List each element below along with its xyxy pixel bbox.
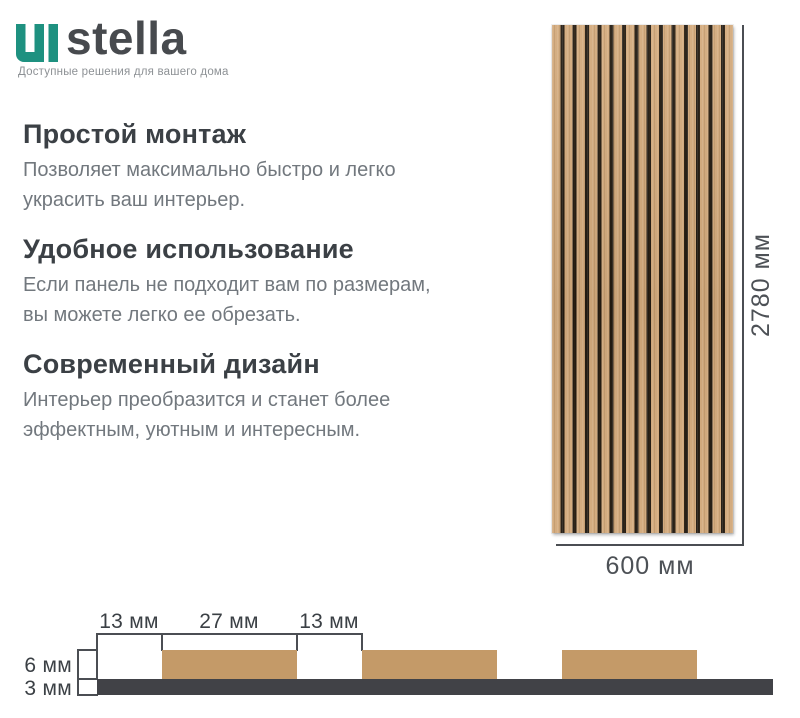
brand-name: stella bbox=[66, 12, 187, 64]
panel-height-label: 2780 мм bbox=[747, 233, 775, 338]
cross-section-gap-width-label: 13 мм bbox=[99, 610, 159, 633]
height-dimension-line bbox=[742, 25, 744, 546]
feature-description: Интерьер преобразится и станет более эфф… bbox=[23, 389, 391, 441]
thickness-bracket-line bbox=[77, 649, 79, 696]
cross-section-slat bbox=[562, 650, 697, 679]
cross-section-slat-width-label: 27 мм bbox=[199, 610, 259, 633]
feature-title: Удобное использование bbox=[23, 234, 354, 264]
cross-section-base-strip bbox=[97, 679, 773, 695]
thickness-bracket-tick bbox=[77, 694, 98, 696]
cross-section-slat bbox=[362, 650, 497, 679]
stella-logo-icon bbox=[16, 24, 60, 62]
feature-description: Если панель не подходит вам по размерам,… bbox=[23, 274, 431, 326]
cross-section-dimension-line bbox=[96, 633, 363, 635]
dimension-tick bbox=[161, 633, 163, 651]
thickness-bracket-tick bbox=[77, 678, 98, 680]
feature-block-usage: Удобное использование Если панель не под… bbox=[23, 233, 463, 330]
feature-description: Позволяет максимально быстро и легко укр… bbox=[23, 159, 396, 211]
slat-thickness-label: 6 мм bbox=[24, 654, 72, 677]
feature-title: Простой монтаж bbox=[23, 119, 247, 149]
thickness-bracket-tick bbox=[77, 649, 98, 651]
dimension-tick bbox=[361, 633, 363, 651]
cross-section-slat bbox=[162, 650, 297, 679]
width-dimension-line bbox=[556, 544, 744, 546]
feature-block-design: Современный дизайн Интерьер преобразится… bbox=[23, 348, 463, 445]
panel-width-label: 600 мм bbox=[605, 552, 695, 580]
brand-tagline: Доступные решения для вашего дома bbox=[18, 66, 229, 78]
feature-title: Современный дизайн bbox=[23, 349, 320, 379]
dimension-tick bbox=[96, 633, 98, 680]
feature-block-installation: Простой монтаж Позволяет максимально быс… bbox=[23, 118, 463, 215]
base-thickness-label: 3 мм bbox=[24, 677, 72, 700]
slat-panel-image bbox=[552, 25, 733, 533]
dimension-tick bbox=[296, 633, 298, 651]
cross-section-gap-width-label: 13 мм bbox=[299, 610, 359, 633]
